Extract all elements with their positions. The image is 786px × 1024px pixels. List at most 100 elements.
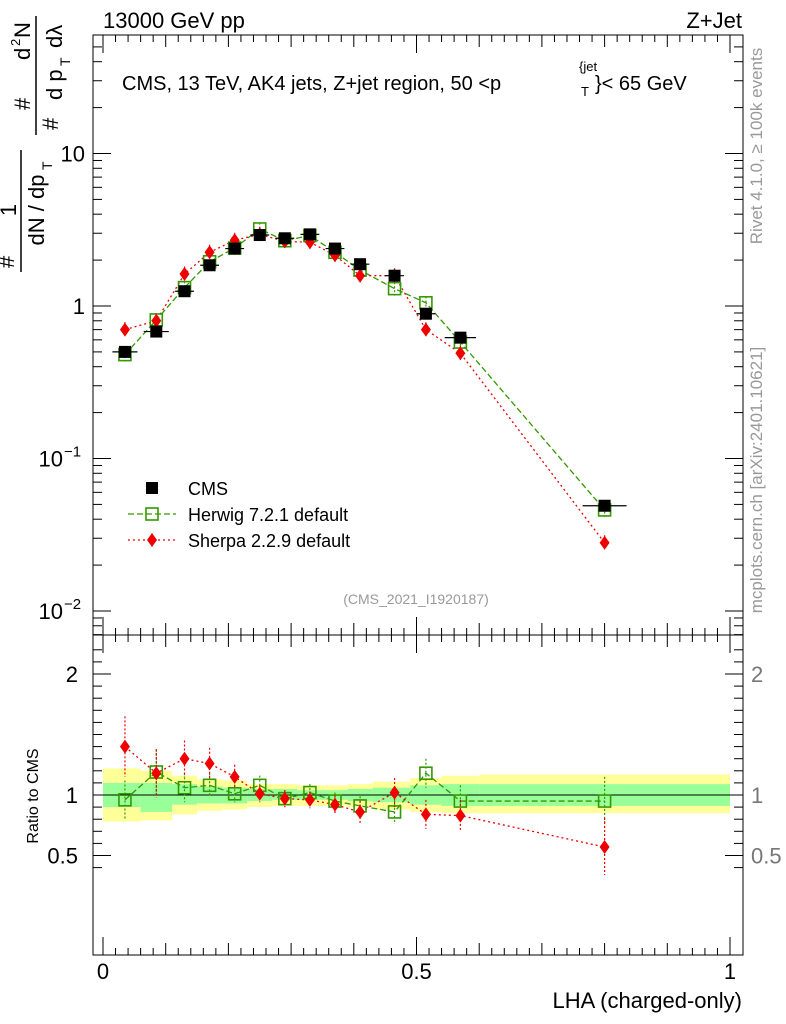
- main-ytick-base: 10: [39, 447, 63, 472]
- rivet-version-label: Rivet 4.1.0, ≥ 100k events: [747, 48, 766, 244]
- ratio-axes: 0.5 0.5 1 1 2 2 0 0.5 1: [47, 635, 782, 984]
- ratio-ytick-label-right: 2: [751, 662, 763, 687]
- sherpa-ratio-point: [151, 766, 162, 781]
- herwig-ratio-point: [597, 794, 612, 808]
- plot-title: CMS, 13 TeV, AK4 jets, Z+jet region, 50 …: [122, 59, 687, 99]
- legend-marker: [145, 507, 159, 521]
- main-ylabel: dN / dp # 1 T # d p T dλ # d 2 N: [0, 16, 73, 272]
- energy-label: 13000 GeV pp: [103, 8, 245, 33]
- svg-text:T: T: [57, 57, 73, 66]
- herwig-ratio-point: [177, 780, 192, 795]
- legend-item-cms: CMS: [146, 479, 228, 499]
- ratio-ytick-label-right: 0.5: [751, 844, 782, 869]
- main-ytick-base: 10: [61, 142, 85, 167]
- sherpa-point: [455, 346, 466, 361]
- plot-title-text: CMS, 13 TeV, AK4 jets, Z+jet region, 50 …: [122, 73, 501, 95]
- herwig-ratio-point: [453, 794, 468, 808]
- legend: CMS Herwig 7.2.1 default Sherpa 2.2.9 defa…: [128, 479, 350, 551]
- legend-label: CMS: [188, 479, 228, 499]
- main-ytick-label: 1: [73, 294, 85, 319]
- sherpa-ratio-point: [329, 797, 340, 812]
- cms-point: [303, 228, 316, 241]
- ratio-xtick-label: 0.5: [401, 959, 432, 984]
- main-ytick-base: 1: [73, 294, 85, 319]
- cms-point: [278, 232, 291, 245]
- sherpa-ratio-point: [229, 769, 240, 784]
- plot-title-sub: T: [581, 84, 589, 99]
- sherpa-ratio-point: [599, 840, 610, 855]
- svg-text:#: #: [38, 117, 63, 130]
- svg-text:d: d: [10, 48, 35, 60]
- svg-text:d p: d p: [42, 69, 67, 100]
- legend-marker: [146, 482, 158, 494]
- ratio-ytick-label: 0.5: [47, 844, 78, 869]
- source-label: mcplots.cern.ch [arXiv:2401.10621]: [747, 347, 766, 613]
- sherpa-ratio-point: [179, 751, 190, 766]
- ratio-ytick-label: 2: [66, 662, 78, 687]
- cms-point: [354, 258, 367, 271]
- legend-label: Herwig 7.2.1 default: [188, 505, 348, 525]
- x-axis-label: LHA (charged-only): [552, 988, 742, 1013]
- herwig-ratio-point: [227, 786, 242, 801]
- ratio-ytick-label-right: 1: [751, 783, 763, 808]
- process-label: Z+Jet: [686, 8, 742, 33]
- ratio-marks: [118, 716, 612, 875]
- main-ytick-exp: −2: [64, 596, 81, 613]
- cms-point: [419, 307, 432, 320]
- sherpa-ratio-point: [455, 808, 466, 823]
- ratio-panel: 0.5 0.5 1 1 2 2 0 0.5 1 Ratio to CMS LHA (charge…: [25, 634, 782, 1013]
- herwig-ratio-point: [387, 805, 402, 819]
- svg-text:1: 1: [0, 204, 21, 216]
- legend-item-herwig: Herwig 7.2.1 default: [128, 505, 348, 525]
- cms-point: [598, 499, 611, 512]
- cms-point: [228, 242, 241, 255]
- main-marks: [112, 222, 627, 552]
- sherpa-ratio-point: [355, 804, 366, 819]
- sherpa-point: [179, 267, 190, 282]
- plot-title-end: }< 65 GeV: [595, 73, 687, 95]
- cms-point: [118, 345, 131, 358]
- herwig-line: [124, 228, 606, 511]
- ratio-xtick-label: 0: [97, 959, 109, 984]
- sherpa-ratio-point: [204, 756, 215, 771]
- cms-point: [388, 269, 401, 282]
- svg-text:T: T: [39, 161, 55, 170]
- svg-text:dλ: dλ: [42, 25, 67, 48]
- cms-point: [178, 285, 191, 298]
- sherpa-point: [420, 322, 431, 337]
- sherpa-ratio-point: [254, 786, 265, 801]
- svg-text:N: N: [10, 22, 35, 38]
- sherpa-ratio-point: [119, 739, 130, 754]
- sherpa-point: [599, 535, 610, 550]
- ratio-xtick-label: 1: [724, 959, 736, 984]
- cms-point: [454, 331, 467, 344]
- sherpa-point: [151, 313, 162, 328]
- ratio-ylabel: Ratio to CMS: [25, 748, 42, 843]
- main-ytick-base: 10: [39, 599, 63, 624]
- herwig-point: [387, 281, 402, 296]
- plot-title-sup: {jet: [579, 59, 597, 74]
- analysis-id: (CMS_2021_I1920187): [343, 591, 489, 607]
- sherpa-ratio-point: [304, 792, 315, 807]
- svg-text:#: #: [0, 255, 19, 268]
- herwig-ratio-point: [202, 778, 217, 793]
- svg-text:2: 2: [8, 39, 23, 46]
- sherpa-ratio-point: [420, 807, 431, 822]
- main-ytick-label: 10 −1: [39, 444, 82, 472]
- cms-point: [328, 242, 341, 255]
- sherpa-point: [355, 268, 366, 283]
- cms-point: [253, 229, 266, 242]
- ratio-ytick-label: 1: [66, 783, 78, 808]
- sherpa-point: [119, 322, 130, 337]
- main-ytick-exp: −1: [64, 444, 81, 461]
- cms-point: [150, 325, 163, 338]
- main-ytick-label: 10: [61, 142, 85, 167]
- legend-label: Sherpa 2.2.9 default: [188, 531, 350, 551]
- herwig-ratio-point: [419, 766, 433, 781]
- svg-text:#: #: [10, 97, 35, 110]
- cms-point: [203, 259, 216, 272]
- main-ytick-label: 10 −2: [39, 596, 82, 624]
